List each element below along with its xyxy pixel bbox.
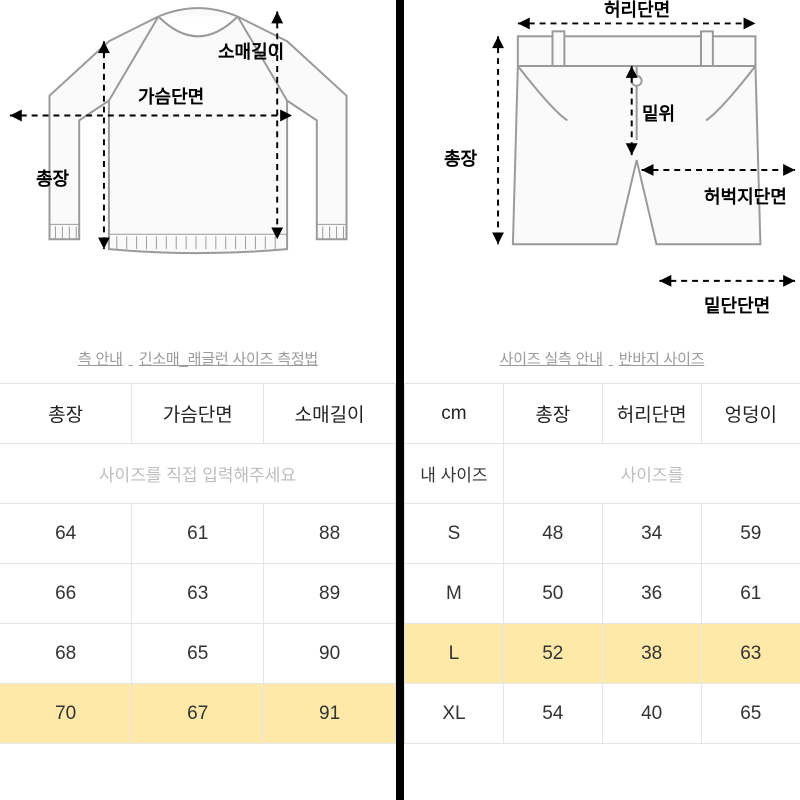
label-sleeve: 소매길이 xyxy=(218,38,284,64)
cell: 61 xyxy=(132,504,264,564)
cell: 40 xyxy=(602,684,701,744)
table-header-row: 총장 가슴단면 소매길이 xyxy=(0,384,396,444)
table-row: 706791 xyxy=(0,684,396,744)
my-size-placeholder[interactable]: 사이즈를 xyxy=(503,444,800,504)
table-row: M503661 xyxy=(405,564,800,624)
guide-top: 측 안내 긴소매_래글런 사이즈 측정법 xyxy=(0,330,396,383)
guide-top-a[interactable]: 측 안내 xyxy=(78,351,123,368)
cell: 54 xyxy=(503,684,602,744)
table-header-row: cm 총장 허리단면 엉덩이 xyxy=(405,384,800,444)
label-rise: 밑위 xyxy=(642,100,675,126)
cell: 66 xyxy=(0,564,132,624)
cell: 90 xyxy=(264,624,396,684)
table-row: XL544065 xyxy=(405,684,800,744)
my-size-row[interactable]: 사이즈를 직접 입력해주세요 xyxy=(0,444,396,504)
guide-shorts-a[interactable]: 사이즈 실측 안내 xyxy=(500,351,603,368)
table-row: S483459 xyxy=(405,504,800,564)
size-label: S xyxy=(405,504,504,564)
cell: 52 xyxy=(503,624,602,684)
col-length: 총장 xyxy=(0,384,132,444)
label-thigh: 허벅지단면 xyxy=(704,183,787,209)
cell: 50 xyxy=(503,564,602,624)
cell: 63 xyxy=(132,564,264,624)
panel-top: 가슴단면 총장 소매길이 측 안내 긴소매_래글런 사이즈 측정법 총장 가슴단… xyxy=(0,0,396,800)
my-size-label: 내 사이즈 xyxy=(405,444,504,504)
diagram-shorts: 허리단면 밑위 총장 허벅지단면 밑단단면 xyxy=(404,0,800,330)
size-table-top: 총장 가슴단면 소매길이 사이즈를 직접 입력해주세요 646188666389… xyxy=(0,383,396,744)
cell: 70 xyxy=(0,684,132,744)
cell: 34 xyxy=(602,504,701,564)
size-label: L xyxy=(405,624,504,684)
table-row: 666389 xyxy=(0,564,396,624)
col-len: 총장 xyxy=(503,384,602,444)
size-label: M xyxy=(405,564,504,624)
label-length: 총장 xyxy=(444,145,477,171)
cell: 64 xyxy=(0,504,132,564)
guide-top-b[interactable]: 긴소매_래글런 사이즈 측정법 xyxy=(139,351,318,368)
size-label: XL xyxy=(405,684,504,744)
label-chest: 가슴단면 xyxy=(138,83,204,109)
cell: 38 xyxy=(602,624,701,684)
label-waist: 허리단면 xyxy=(604,0,670,22)
col-waist: 허리단면 xyxy=(602,384,701,444)
guide-shorts: 사이즈 실측 안내 반바지 사이즈 xyxy=(404,330,800,383)
cell: 91 xyxy=(264,684,396,744)
cell: 59 xyxy=(701,504,800,564)
diagram-top: 가슴단면 총장 소매길이 xyxy=(0,0,396,330)
cell: 67 xyxy=(132,684,264,744)
cell: 63 xyxy=(701,624,800,684)
table-row: 686590 xyxy=(0,624,396,684)
cell: 61 xyxy=(701,564,800,624)
cell: 68 xyxy=(0,624,132,684)
panel-shorts: 허리단면 밑위 총장 허벅지단면 밑단단면 사이즈 실측 안내 반바지 사이즈 … xyxy=(404,0,800,800)
guide-shorts-b[interactable]: 반바지 사이즈 xyxy=(619,351,705,368)
table-row: L523863 xyxy=(405,624,800,684)
cell: 89 xyxy=(264,564,396,624)
table-row: 646188 xyxy=(0,504,396,564)
col-chest: 가슴단면 xyxy=(132,384,264,444)
col-hip: 엉덩이 xyxy=(701,384,800,444)
size-table-shorts: cm 총장 허리단면 엉덩이 내 사이즈 사이즈를 S483459M503661… xyxy=(404,383,800,744)
label-hem: 밑단단면 xyxy=(704,292,770,318)
my-size-placeholder[interactable]: 사이즈를 직접 입력해주세요 xyxy=(0,444,396,504)
cell: 88 xyxy=(264,504,396,564)
col-cm: cm xyxy=(405,384,504,444)
cell: 65 xyxy=(132,624,264,684)
label-length: 총장 xyxy=(36,165,69,191)
col-sleeve: 소매길이 xyxy=(264,384,396,444)
my-size-row[interactable]: 내 사이즈 사이즈를 xyxy=(405,444,800,504)
cell: 36 xyxy=(602,564,701,624)
cell: 48 xyxy=(503,504,602,564)
cell: 65 xyxy=(701,684,800,744)
